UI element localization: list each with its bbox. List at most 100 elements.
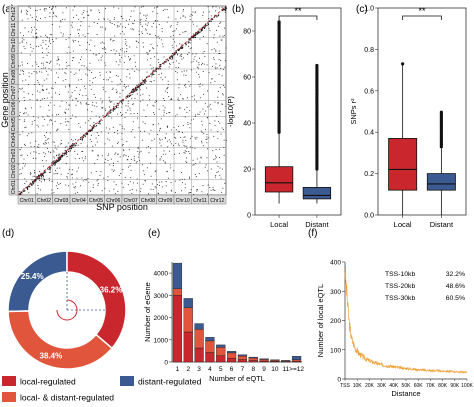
panel-a-point — [169, 141, 171, 143]
panel-a-diag-point — [48, 167, 50, 169]
panel-a-point — [218, 90, 219, 92]
panel-a-xtick-label: Chr04 — [72, 198, 86, 204]
panel-a-point — [109, 128, 111, 130]
panel-a-point — [167, 16, 169, 18]
panel-a-point — [178, 126, 180, 127]
panel-a-point — [133, 155, 135, 157]
panel-a-point — [221, 39, 223, 41]
panel-a-point — [34, 170, 36, 171]
panel-a-point — [125, 154, 127, 156]
panel-a-diag-point — [178, 49, 180, 51]
panel-a-diag-point — [83, 134, 85, 136]
panel-a-point — [175, 28, 177, 30]
panel-a-point — [130, 177, 132, 179]
panel-a-point — [204, 166, 206, 168]
panel-a-point — [156, 179, 158, 181]
panel-a-point — [152, 47, 154, 49]
panel-a-point — [39, 180, 41, 181]
panel-a-point — [216, 115, 217, 117]
panel-a-point — [48, 178, 50, 180]
panel-a-point — [154, 7, 156, 9]
panel-a-diag-point — [175, 51, 177, 53]
panel-a-point — [142, 42, 144, 44]
bar-segment — [259, 358, 269, 360]
panel-a-point — [36, 193, 38, 195]
panel-a-point — [132, 121, 134, 123]
panel-a-point — [157, 59, 159, 60]
panel-a-point — [208, 105, 210, 107]
panel-a-point — [167, 146, 169, 148]
panel-a-point — [163, 160, 165, 162]
panel-a-grid — [18, 6, 226, 195]
panel-a-point — [96, 141, 98, 143]
panel-a-point — [221, 75, 223, 77]
panel-a-point — [26, 42, 28, 44]
panel-a-point — [162, 43, 164, 45]
panel-a-point — [197, 67, 199, 69]
panel-a-point — [41, 71, 43, 73]
panel-a-point — [207, 193, 209, 195]
y-tick-label: 80 — [243, 29, 251, 36]
panel-a-diag-point — [153, 69, 155, 71]
panel-a-point — [104, 162, 106, 164]
panel-a-point — [117, 26, 119, 28]
panel-a-diag-point — [39, 175, 41, 177]
panel-a-point — [69, 86, 71, 88]
panel-a-point — [171, 59, 173, 60]
panel-a-point — [214, 101, 216, 103]
panel-a-point — [126, 76, 128, 78]
panel-a-point — [120, 15, 122, 17]
panel-a-point — [19, 115, 20, 117]
panel-a-point — [217, 131, 219, 133]
panel-a-point — [140, 23, 142, 25]
panel-a-point — [217, 138, 219, 140]
panel-a-point — [163, 100, 165, 101]
y-tick-label: 40 — [243, 121, 251, 128]
panel-a-point — [60, 139, 62, 141]
panel-a-point — [92, 101, 94, 103]
panel-a-diag-point — [151, 74, 153, 76]
panel-a-point — [48, 169, 50, 171]
panel-a-point — [170, 129, 172, 131]
panel-a-point — [48, 138, 50, 140]
panel-a-point — [35, 36, 37, 38]
outlier-point — [277, 20, 281, 24]
panel-a-diag-point — [107, 113, 109, 115]
panel-a-diag-point — [178, 49, 180, 52]
panel-a-point — [65, 68, 67, 69]
panel-a-diag-point — [35, 178, 37, 180]
panel-a-point — [182, 10, 184, 12]
panel-a-point — [125, 41, 127, 43]
panel-a-point — [102, 107, 104, 109]
bar-segment — [205, 337, 215, 342]
center-arc — [56, 299, 78, 321]
panel-a-point — [77, 101, 79, 103]
panel-a-point — [59, 167, 61, 169]
legend-swatch — [120, 376, 134, 386]
panel-a-point — [90, 172, 92, 174]
panel-a-point — [141, 79, 143, 81]
panel-a-point — [40, 172, 42, 174]
panel-a-diag-point — [145, 80, 147, 82]
panel-a-point — [117, 191, 119, 192]
panel-a-diag-point — [34, 180, 36, 182]
panel-a-point — [157, 134, 159, 135]
panel-a-point — [111, 145, 113, 147]
panel-a-diag-point — [133, 90, 135, 93]
panel-a-point — [65, 112, 67, 114]
panel-a-diag-point — [66, 151, 68, 154]
panel-a-point — [146, 167, 148, 169]
panel-a-point — [223, 35, 225, 36]
panel-a-point — [132, 22, 133, 24]
panel-a-point — [62, 68, 63, 70]
panel-a-point — [131, 98, 133, 100]
panel-a-point — [123, 154, 125, 156]
panel-a-point — [85, 122, 87, 124]
panel-a-point — [218, 73, 220, 75]
panel-a-point — [194, 98, 195, 100]
panel-a-point — [96, 34, 98, 36]
panel-a-point — [80, 185, 82, 187]
panel-a-point — [223, 139, 225, 141]
panel-a-point — [171, 190, 173, 192]
panel-a-point — [159, 127, 161, 129]
